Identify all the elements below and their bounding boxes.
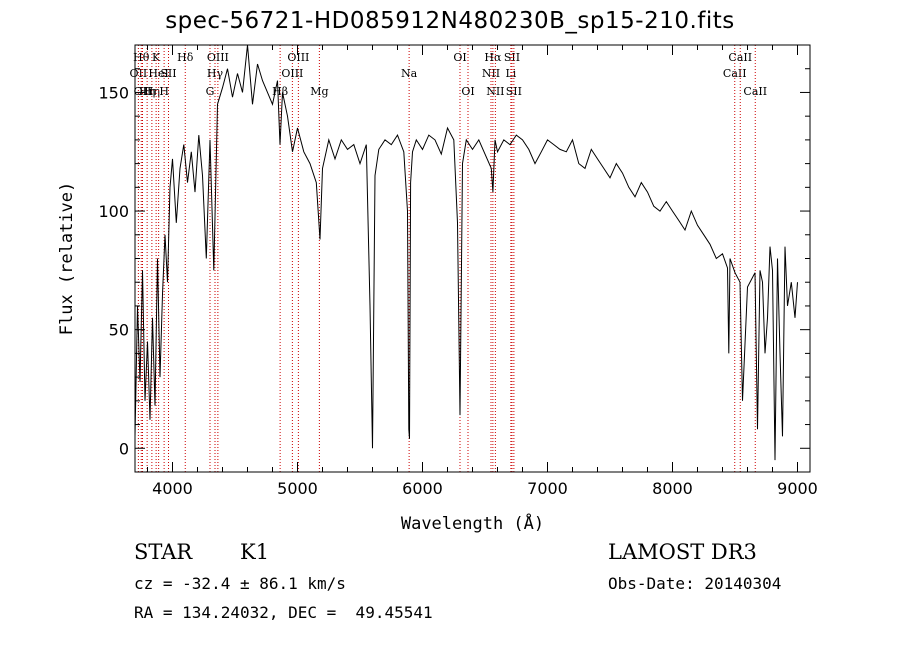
line-marker-label: Hγ <box>207 67 224 80</box>
line-marker-label: CaII <box>723 67 747 80</box>
y-axis-label: Flux (relative) <box>57 182 77 336</box>
redshift-text: cz = -32.4 ± 86.1 km/s <box>134 574 346 593</box>
line-marker-label: OII <box>130 67 148 80</box>
line-marker-label: Mg <box>310 85 328 98</box>
line-marker-label: CaII <box>743 85 767 98</box>
y-tick-label: 150 <box>98 83 129 102</box>
chart-title: spec-56721-HD085912N480230B_sp15-210.fit… <box>165 8 735 34</box>
line-marker-label: CaII <box>728 51 752 64</box>
line-marker-label: NII <box>486 85 504 98</box>
line-marker-label: Hη <box>139 85 155 98</box>
x-tick-label: 4000 <box>152 479 193 498</box>
x-tick-label: 5000 <box>277 479 318 498</box>
line-marker-label: OI <box>461 85 474 98</box>
line-marker-label: SII <box>504 51 520 64</box>
object-class: STAR <box>134 540 193 564</box>
line-marker-label: NII <box>482 67 500 80</box>
line-marker-label: OII <box>134 85 152 98</box>
line-marker-label: OIII <box>207 51 229 64</box>
obs-date-text: Obs-Date: 20140304 <box>608 574 782 593</box>
x-tick-label: 7000 <box>527 479 568 498</box>
line-marker-label: H <box>159 85 169 98</box>
spectrum-line <box>134 44 798 461</box>
plot-frame <box>134 44 811 473</box>
object-subclass: K1 <box>240 540 270 564</box>
line-marker-label: OIII <box>287 51 309 64</box>
line-marker-label: Li <box>505 67 516 80</box>
y-tick-label: 100 <box>98 202 129 221</box>
line-marker-label: OI <box>453 51 466 64</box>
line-marker-label: OIII <box>281 67 303 80</box>
survey-label: LAMOST DR3 <box>608 540 757 564</box>
x-tick-label: 8000 <box>652 479 693 498</box>
y-tick-label: 0 <box>119 439 129 458</box>
line-marker-label: Hα <box>484 51 502 64</box>
x-tick-label: 9000 <box>777 479 818 498</box>
line-marker-label: Hη <box>144 85 160 98</box>
x-tick-label: 6000 <box>402 479 443 498</box>
line-marker-label: SII <box>506 85 522 98</box>
y-tick-label: 50 <box>109 321 129 340</box>
line-marker-label: Hδ <box>177 51 194 64</box>
x-axis-label: Wavelength (Å) <box>401 512 544 534</box>
line-marker-label: K <box>152 51 161 64</box>
coords-text: RA = 134.24032, DEC = 49.45541 <box>134 603 433 622</box>
line-marker-label: HeI <box>148 67 168 80</box>
line-marker-label: Na <box>401 67 418 80</box>
line-marker-label: Hθ <box>133 51 150 64</box>
line-marker-label: G <box>206 85 215 98</box>
line-marker-label: SII <box>160 67 176 80</box>
